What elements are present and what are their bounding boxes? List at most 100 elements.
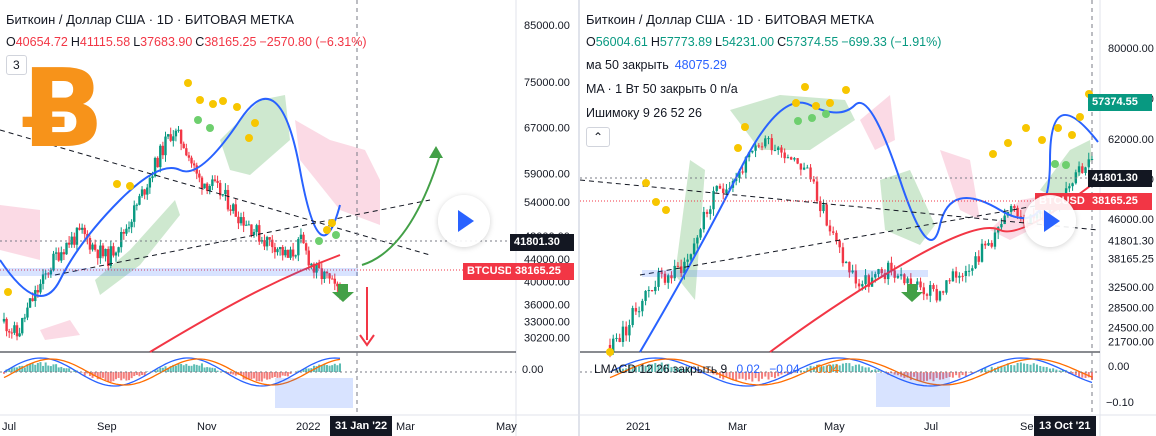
- right-ohlc-key-1: H: [650, 35, 660, 49]
- left-green-arrow: [332, 284, 354, 302]
- left-candle-body-23: [62, 252, 66, 255]
- right-indicators-toggle[interactable]: ⌃: [586, 127, 611, 147]
- right-candle-body-50: [770, 138, 773, 151]
- bitcoin-logo: Ƀ: [22, 47, 104, 172]
- right-candle-body-59: [799, 163, 803, 170]
- right-marker-dot-16: [1038, 136, 1046, 144]
- left-play-button[interactable]: [438, 195, 490, 247]
- right-candle-body-97: [922, 287, 925, 295]
- right-candle-body-66: [822, 204, 825, 212]
- right-marker-dot-11: [652, 198, 660, 206]
- left-candle-body-19: [52, 253, 55, 271]
- right-macd-tick-1: −0.10: [1106, 397, 1134, 409]
- right-macd-bar-53: [780, 372, 783, 375]
- left-macd-bar-32: [86, 372, 89, 374]
- right-candle-body-119: [993, 232, 997, 247]
- left-candle-body-62: [164, 136, 167, 156]
- right-macd-bar-43: [748, 372, 751, 380]
- left-ohlc-value-3: 38165.25: [204, 35, 257, 49]
- left-candle-body-17: [47, 273, 50, 275]
- left-macd-bar-49: [130, 372, 133, 379]
- left-candle-body-55: [146, 187, 149, 195]
- left-chart-canvas[interactable]: 85000.00 75000.00 67000.00 59000.00 54000.00…: [0, 0, 578, 436]
- right-macd-bar-139: [1058, 370, 1061, 372]
- left-macd-bar-37: [99, 372, 102, 380]
- right-candle-body-110: [964, 271, 968, 277]
- right-macd-bar-26: [693, 371, 696, 372]
- left-x-tick-4: Mar: [396, 421, 415, 433]
- right-candle-body-2: [615, 337, 618, 339]
- right-macd-bar-99: [929, 372, 932, 380]
- right-ohlc-row: O56004.61 H57773.89 L54231.00 C57374.55 −699…: [586, 31, 944, 53]
- right-macd-bar-94: [913, 372, 916, 377]
- left-macd-bar-63: [167, 368, 170, 372]
- left-macd-bar-67: [177, 364, 180, 372]
- left-candle-body-90: [237, 216, 240, 224]
- left-candle-body-87: [229, 209, 232, 211]
- right-macd-bar-11: [644, 365, 647, 372]
- right-current-top-tag: 57374.55: [1088, 94, 1152, 111]
- right-macd-bar-129: [1026, 363, 1029, 372]
- left-y-tick-0: 85000.00: [524, 20, 570, 32]
- right-candle-body-100: [932, 285, 935, 290]
- left-macd-bar-107: [281, 372, 284, 376]
- right-marker-dot-8: [808, 114, 816, 122]
- left-candle-body-106: [278, 246, 282, 250]
- left-macd-bar-71: [187, 365, 190, 372]
- right-macd-bar-88: [893, 372, 896, 375]
- right-marker-dot-7: [794, 117, 802, 125]
- right-candle-body-93: [909, 278, 913, 288]
- left-macd-bar-48: [128, 372, 131, 381]
- right-line-trend-up: [639, 194, 1099, 276]
- right-macd-bar-19: [670, 367, 673, 372]
- left-macd-bar-105: [276, 372, 279, 378]
- left-macd-bar-21: [57, 367, 60, 372]
- left-macd-bar-93: [245, 372, 248, 380]
- left-y-tick-10: 30200.00: [524, 332, 570, 344]
- left-candle-body-125: [328, 273, 331, 279]
- left-macd-bar-87: [229, 372, 232, 375]
- left-line-trend-up: [54, 199, 431, 276]
- left-candle-body-39: [104, 248, 107, 257]
- right-candle-body-63: [812, 179, 815, 182]
- left-indicators-toggle[interactable]: 3: [6, 55, 27, 75]
- right-marker-dot-14: [1004, 139, 1012, 147]
- right-candle-body-148: [1087, 159, 1090, 168]
- left-macd-bar-17: [47, 365, 50, 372]
- left-macd-bar-27: [73, 370, 76, 372]
- right-chart-panel[interactable]: 80000.0070000.0062000.0054000.0046000.00…: [578, 0, 1156, 436]
- right-ohlc-value-1: 57773.89: [659, 35, 713, 49]
- right-marker-dot-15: [1022, 124, 1030, 132]
- left-candle-body-33: [88, 238, 92, 250]
- right-play-button[interactable]: [1024, 195, 1076, 247]
- right-candle-body-102: [938, 291, 942, 301]
- left-y-tick-4: 54000.00: [524, 197, 570, 209]
- left-ohlc-value-0: 40654.72: [15, 35, 68, 49]
- left-marker-dot-14: [328, 219, 336, 227]
- left-ichimoku-cloud-0: [0, 205, 40, 260]
- left-line-forecast-up: [361, 154, 441, 266]
- left-candle-body-41: [109, 246, 112, 266]
- left-candle-body-83: [218, 182, 222, 196]
- left-macd-bar-52: [138, 372, 141, 377]
- left-candle-body-61: [161, 145, 165, 156]
- left-macd-bar-51: [135, 372, 138, 375]
- left-candle-body-109: [286, 249, 290, 258]
- right-macd-bar-41: [741, 372, 744, 379]
- left-candle-body-9: [26, 307, 29, 318]
- right-ohlc-value-4: −699.33 (−1.91%): [841, 35, 942, 49]
- right-macd-bar-4: [621, 368, 624, 372]
- right-candle-body-121: [1000, 224, 1003, 228]
- left-candle-body-31: [83, 227, 86, 235]
- right-chart-title: Биткоин / Доллар США · 1D · БИТОВАЯ МЕТК…: [586, 12, 874, 27]
- left-candle-body-45: [120, 231, 123, 248]
- left-macd-bar-121: [318, 364, 321, 372]
- left-support-band: [0, 268, 358, 276]
- left-chart-panel[interactable]: 85000.00 75000.00 67000.00 59000.00 54000.00…: [0, 0, 578, 436]
- left-macd-bar-102: [268, 372, 271, 380]
- right-candle-body-60: [802, 167, 806, 170]
- right-macd-bar-106: [951, 372, 954, 378]
- right-candle-body-105: [948, 280, 951, 282]
- left-candle-body-7: [21, 318, 24, 334]
- left-candle-body-117: [307, 250, 310, 266]
